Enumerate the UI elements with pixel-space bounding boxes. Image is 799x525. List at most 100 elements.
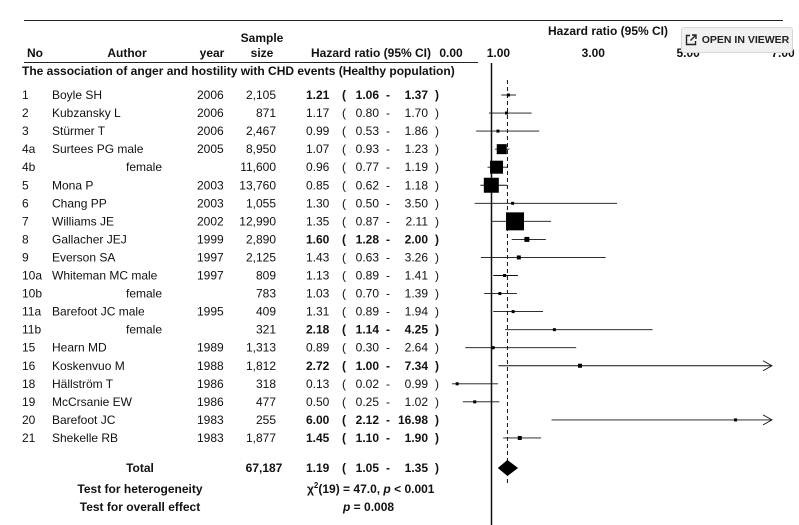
row-year: 1995	[197, 305, 224, 319]
row-paren-close: )	[435, 142, 439, 156]
row-paren-close: )	[435, 160, 439, 174]
row-ci-upper: 1.41	[405, 269, 429, 283]
row-ci-dash: -	[386, 269, 390, 283]
study-box	[506, 93, 510, 97]
row-ci-upper: 2.00	[405, 232, 429, 246]
row-size: 477	[256, 395, 276, 409]
row-paren-close: )	[435, 323, 439, 337]
row-paren-open: (	[342, 323, 346, 337]
row-paren-open: (	[342, 142, 346, 156]
study-box	[504, 111, 508, 115]
row-size: 809	[256, 269, 276, 283]
row-author: female	[126, 160, 162, 174]
row-ci-dash: -	[386, 196, 390, 210]
row-ci-lower: 0.25	[356, 395, 380, 409]
heterogeneity-label: Test for heterogeneity	[77, 482, 202, 496]
open-in-viewer-button[interactable]: OPEN IN VIEWER	[681, 27, 793, 53]
row-no: 4b	[22, 160, 36, 174]
row-no: 11b	[22, 323, 41, 337]
study-box	[511, 201, 515, 205]
row-year: 1989	[197, 341, 224, 355]
row-ci-upper: 2.11	[406, 214, 429, 228]
row-size: 1,812	[246, 359, 276, 373]
row-paren-close: )	[435, 377, 439, 391]
row-ci-dash: -	[386, 323, 390, 337]
axis-tick-label: 3.00	[582, 46, 606, 60]
row-ci-dash: -	[386, 287, 390, 301]
row-paren-open: (	[342, 106, 346, 120]
total-ci-upper: 1.35	[405, 461, 429, 475]
row-year: 2006	[197, 88, 224, 102]
study-box	[517, 435, 522, 440]
row-author: Stürmer T	[52, 124, 106, 138]
row-hr-estimate: 1.21	[306, 88, 330, 102]
row-paren-open: (	[342, 250, 346, 264]
row-hr-estimate: 0.96	[306, 160, 330, 174]
row-size: 783	[256, 287, 276, 301]
row-year: 1983	[197, 431, 224, 445]
study-box	[496, 129, 500, 133]
row-author: Surtees PG male	[52, 142, 144, 156]
row-ci-lower: 0.93	[356, 142, 380, 156]
row-hr-estimate: 1.31	[306, 305, 330, 319]
row-no: 1	[22, 88, 29, 102]
row-hr-estimate: 0.99	[306, 124, 330, 138]
row-hr-estimate: 0.13	[306, 377, 330, 391]
row-ci-dash: -	[386, 178, 390, 192]
row-ci-dash: -	[386, 250, 390, 264]
row-paren-open: (	[342, 377, 346, 391]
row-author: Whiteman MC male	[52, 269, 158, 283]
row-paren-open: (	[342, 413, 346, 427]
row-size: 1,313	[246, 341, 276, 355]
row-ci-upper: 0.99	[405, 377, 429, 391]
row-size: 409	[256, 305, 276, 319]
row-year: 2003	[197, 196, 224, 210]
overall-effect-stat: p = 0.008	[342, 500, 394, 514]
row-size: 321	[256, 323, 276, 337]
study-box	[490, 160, 504, 174]
study-box	[455, 382, 459, 386]
row-paren-open: (	[342, 160, 346, 174]
row-ci-dash: -	[386, 431, 390, 445]
row-ci-lower: 2.12	[356, 413, 380, 427]
study-box	[483, 177, 499, 193]
row-ci-lower: 0.80	[356, 106, 380, 120]
row-author: Hällström T	[52, 377, 114, 391]
row-author: Barefoot JC	[52, 413, 116, 427]
row-ci-upper: 1.39	[405, 287, 429, 301]
row-no: 21	[22, 431, 36, 445]
row-hr-estimate: 6.00	[306, 413, 330, 427]
row-ci-lower: 0.53	[356, 124, 380, 138]
row-ci-lower: 0.62	[356, 178, 380, 192]
row-ci-lower: 0.30	[356, 341, 380, 355]
row-no: 10a	[22, 269, 42, 283]
section-title: The association of anger and hostility w…	[22, 64, 455, 78]
row-ci-dash: -	[386, 124, 390, 138]
row-paren-close: )	[435, 250, 439, 264]
row-year: 1997	[197, 250, 224, 264]
study-box	[506, 212, 525, 231]
row-author: McCrsanie EW	[52, 395, 133, 409]
total-label: Total	[126, 461, 154, 475]
row-paren-close: )	[435, 214, 439, 228]
open-in-viewer-label: OPEN IN VIEWER	[701, 34, 790, 46]
row-paren-close: )	[435, 269, 439, 283]
row-hr-estimate: 2.72	[306, 359, 330, 373]
row-hr-estimate: 1.17	[306, 106, 330, 120]
row-year: 2002	[197, 214, 224, 228]
row-no: 20	[22, 413, 36, 427]
row-year: 1988	[197, 359, 224, 373]
row-author: female	[126, 323, 162, 337]
total-ci-lower: 1.05	[356, 461, 380, 475]
row-paren-close: )	[435, 196, 439, 210]
overall-effect-label: Test for overall effect	[80, 500, 200, 514]
pooled-diamond	[497, 460, 519, 476]
study-box	[516, 255, 521, 260]
row-paren-close: )	[435, 287, 439, 301]
row-paren-open: (	[342, 269, 346, 283]
row-no: 6	[22, 196, 29, 210]
row-hr-estimate: 1.35	[306, 214, 330, 228]
row-ci-lower: 0.89	[356, 305, 380, 319]
row-year: 1997	[197, 269, 224, 283]
row-ci-upper: 1.02	[405, 395, 429, 409]
